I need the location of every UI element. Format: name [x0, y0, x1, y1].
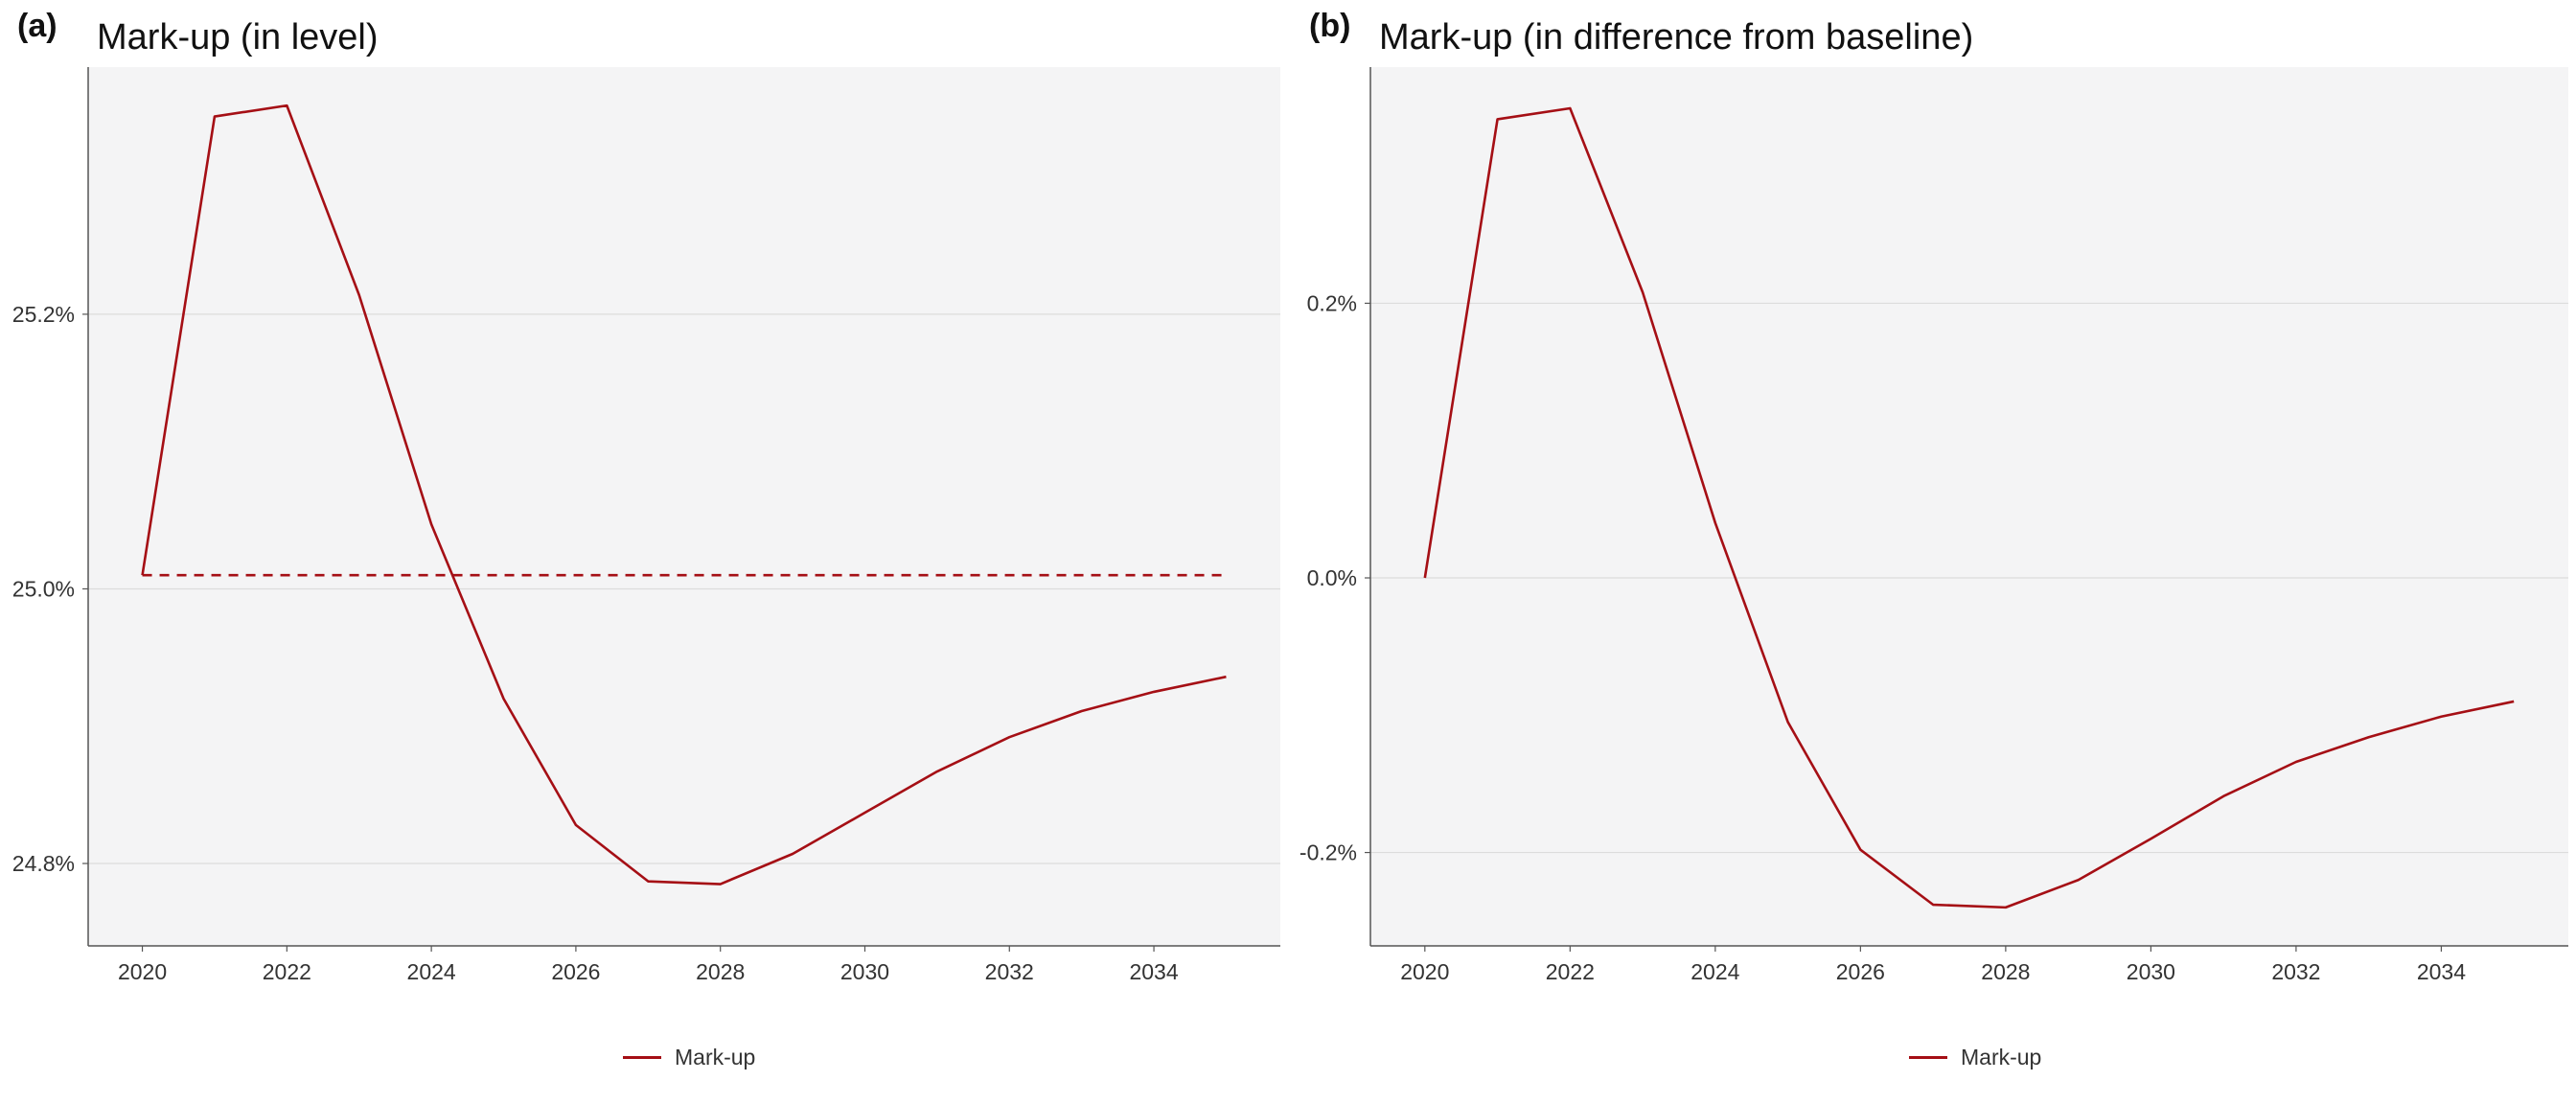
x-tick-label: 2022: [263, 959, 311, 984]
chart-title: Mark-up (in level): [97, 17, 379, 58]
plot-background: [1370, 67, 2568, 946]
panel-letter: (a): [17, 8, 58, 44]
y-tick-label: -0.2%: [1300, 840, 1357, 865]
x-tick-label: 2030: [2127, 959, 2175, 984]
x-tick-label: 2024: [407, 959, 456, 984]
x-tick-label: 2026: [1836, 959, 1885, 984]
legend: Mark-up: [623, 1045, 755, 1070]
y-tick-label: 25.0%: [12, 576, 75, 601]
y-tick-label: 24.8%: [12, 851, 75, 876]
legend-label: Mark-up: [1961, 1045, 2042, 1070]
y-tick-label: 25.2%: [12, 302, 75, 327]
x-tick-label: 2030: [840, 959, 889, 984]
panel-letter: (b): [1309, 8, 1351, 44]
x-tick-label: 2024: [1690, 959, 1739, 984]
x-tick-label: 2022: [1546, 959, 1595, 984]
x-tick-label: 2032: [985, 959, 1034, 984]
chart-title: Mark-up (in difference from baseline): [1379, 17, 1974, 58]
x-tick-label: 2020: [1400, 959, 1449, 984]
chart-plot: 24.8% 25.0% 25.2% 2020 2022 2024 2026 2028 2030 2…: [12, 67, 1280, 984]
x-tick-label: 2034: [1129, 959, 1178, 984]
x-tick-label: 2026: [551, 959, 600, 984]
x-tick-label: 2028: [696, 959, 745, 984]
plot-background: [88, 67, 1280, 946]
x-tick-label: 2034: [2417, 959, 2466, 984]
chart-plot: -0.2% 0.0% 0.2% 2020 2022 2024 2026 2028 2030 203…: [1300, 67, 2568, 984]
y-tick-label: 0.2%: [1307, 290, 1357, 315]
chart-panel-a: (a) Mark-up (in level) 24.8% 25.0% 25.2% 20…: [12, 8, 1280, 1070]
x-tick-label: 2028: [1981, 959, 2030, 984]
legend-label: Mark-up: [675, 1045, 756, 1070]
x-tick-label: 2032: [2271, 959, 2320, 984]
y-tick-label: 0.0%: [1307, 565, 1357, 590]
markup-series-line: [141, 104, 1227, 886]
legend-line-swatch: [1909, 1056, 1947, 1059]
markup-series-line: [1423, 106, 2515, 909]
legend-line-swatch: [623, 1056, 661, 1059]
legend: Mark-up: [1909, 1045, 2041, 1070]
x-tick-label: 2020: [118, 959, 167, 984]
chart-panel-b: (b) Mark-up (in difference from baseline…: [1288, 0, 2576, 1104]
